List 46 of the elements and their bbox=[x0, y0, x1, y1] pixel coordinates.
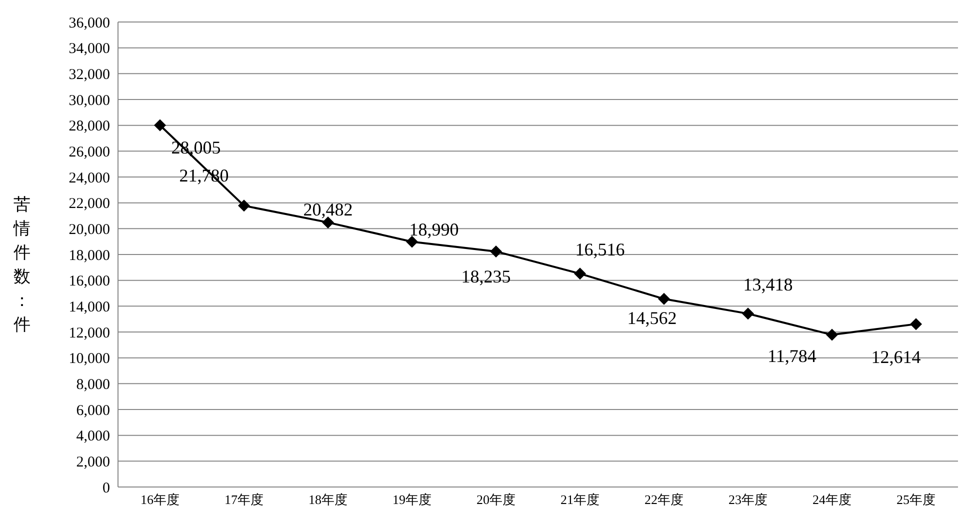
y-axis-title: 苦情件数：件 bbox=[12, 194, 32, 336]
y-tick-label: 8,000 bbox=[76, 376, 110, 393]
x-tick-label: 18年度 bbox=[308, 492, 348, 508]
y-tick-label: 28,000 bbox=[68, 118, 110, 135]
x-tick-label: 24年度 bbox=[812, 492, 852, 508]
data-label: 18,235 bbox=[461, 266, 511, 286]
data-label: 13,418 bbox=[743, 274, 793, 295]
y-tick-label: 2,000 bbox=[76, 454, 110, 470]
data-label: 12,614 bbox=[871, 347, 921, 368]
x-tick-label: 25年度 bbox=[896, 492, 936, 508]
x-tick-label: 19年度 bbox=[392, 492, 432, 508]
x-tick-label: 21年度 bbox=[560, 492, 600, 508]
y-tick-label: 18,000 bbox=[68, 248, 110, 264]
y-tick-label: 30,000 bbox=[68, 92, 110, 109]
y-tick-label: 32,000 bbox=[68, 66, 110, 83]
point bbox=[658, 292, 670, 305]
y-tick-label: 22,000 bbox=[68, 196, 110, 212]
y-tick-label: 14,000 bbox=[68, 299, 110, 316]
x-tick-label: 17年度 bbox=[224, 492, 264, 508]
point bbox=[238, 200, 250, 212]
x-tick-label: 16年度 bbox=[140, 492, 180, 508]
y-tick-label: 24,000 bbox=[68, 170, 110, 186]
data-label: 11,784 bbox=[768, 346, 816, 366]
x-tick-label: 20年度 bbox=[476, 492, 516, 508]
y-tick-label: 10,000 bbox=[68, 351, 110, 368]
data-label: 14,562 bbox=[627, 308, 677, 328]
y-tick-label: 16,000 bbox=[68, 274, 110, 290]
y-tick-label: 34,000 bbox=[68, 41, 110, 58]
point bbox=[154, 119, 166, 132]
x-tick-label: 22年度 bbox=[644, 492, 684, 508]
y-tick-label: 36,000 bbox=[68, 15, 110, 32]
point bbox=[742, 308, 754, 320]
data-label: 18,990 bbox=[409, 220, 459, 240]
point bbox=[826, 328, 838, 341]
y-tick-label: 26,000 bbox=[68, 144, 110, 160]
y-tick-label: 20,000 bbox=[68, 222, 110, 238]
y-tick-label: 0 bbox=[102, 480, 110, 496]
point bbox=[490, 245, 502, 258]
y-tick-label: 12,000 bbox=[68, 325, 110, 342]
data-label: 16,516 bbox=[575, 240, 625, 260]
y-tick-label: 4,000 bbox=[76, 428, 110, 445]
y-tick-label: 6,000 bbox=[76, 402, 110, 419]
data-label: 20,482 bbox=[303, 199, 353, 220]
x-tick-label: 23年度 bbox=[728, 492, 768, 508]
point bbox=[910, 318, 922, 330]
point bbox=[574, 268, 586, 280]
